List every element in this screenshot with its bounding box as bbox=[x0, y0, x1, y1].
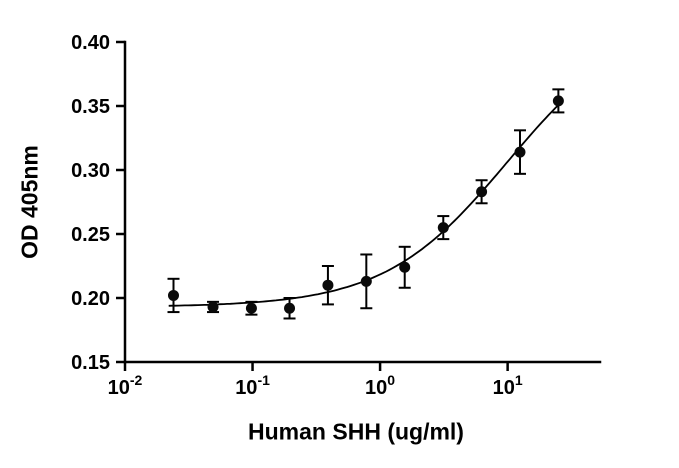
y-tick-label: 0.20 bbox=[71, 288, 110, 310]
y-tick-label: 0.15 bbox=[71, 352, 110, 374]
y-tick-label: 0.25 bbox=[71, 224, 110, 246]
y-tick-label: 0.35 bbox=[71, 96, 110, 118]
data-point-marker bbox=[476, 186, 488, 198]
data-point-marker bbox=[360, 275, 372, 287]
axes: 0.15 0.20 0.25 0.30 0.35 0.40 10-2 10-1 100 101 bbox=[71, 32, 602, 399]
data-point-marker bbox=[552, 95, 564, 107]
data-point-marker bbox=[245, 302, 257, 314]
x-tick-label: 100 bbox=[365, 372, 395, 399]
fit-curve bbox=[168, 104, 560, 307]
data-points bbox=[167, 95, 564, 314]
data-point-marker bbox=[207, 301, 219, 313]
x-tick-label: 10-1 bbox=[235, 372, 270, 399]
x-tick-label: 10-2 bbox=[108, 372, 143, 399]
data-point-marker bbox=[514, 146, 526, 158]
y-axis-title: OD 405nm bbox=[16, 145, 43, 259]
x-tick-label: 101 bbox=[493, 372, 523, 399]
y-tick-label: 0.30 bbox=[71, 160, 110, 182]
data-point-marker bbox=[437, 222, 449, 234]
data-point-marker bbox=[284, 302, 296, 314]
data-point-marker bbox=[322, 279, 334, 291]
x-axis-title: Human SHH (ug/ml) bbox=[248, 418, 464, 445]
data-point-marker bbox=[399, 261, 411, 273]
data-point-marker bbox=[167, 289, 179, 301]
y-tick-label: 0.40 bbox=[71, 32, 110, 54]
